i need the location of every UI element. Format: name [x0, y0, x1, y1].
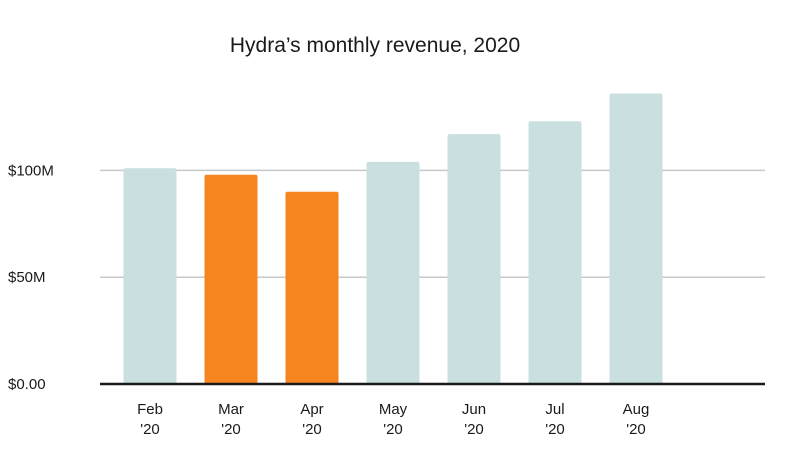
chart-title: Hydra’s monthly revenue, 2020 — [230, 34, 520, 57]
x-category-label: Mar '20 — [218, 401, 244, 438]
x-category-label: May '20 — [379, 401, 408, 438]
y-axis-tick-labels: $0.00 $50M $100M — [8, 162, 54, 393]
bar-feb — [123, 168, 177, 384]
x-category-label: Feb '20 — [137, 401, 163, 438]
bar-apr — [285, 191, 339, 384]
bar-may — [366, 161, 420, 384]
y-tick-label: $0.00 — [8, 376, 46, 393]
bar-jul — [528, 121, 582, 385]
x-axis-category-labels: Feb '20 Mar '20 Apr '20 May '20 Jun '20 Jul '20 Aug '… — [137, 401, 649, 438]
bar-jun — [447, 134, 501, 384]
x-category-label: Jun '20 — [462, 401, 486, 438]
bar-mar — [204, 174, 258, 384]
bar-aug — [609, 93, 663, 385]
y-tick-label: $100M — [8, 162, 54, 179]
bars — [123, 93, 663, 385]
x-category-label: Aug '20 — [623, 401, 650, 438]
gridlines — [100, 169, 765, 278]
x-category-label: Apr '20 — [300, 401, 323, 438]
x-category-label: Jul '20 — [545, 401, 565, 438]
y-tick-label: $50M — [8, 269, 46, 286]
